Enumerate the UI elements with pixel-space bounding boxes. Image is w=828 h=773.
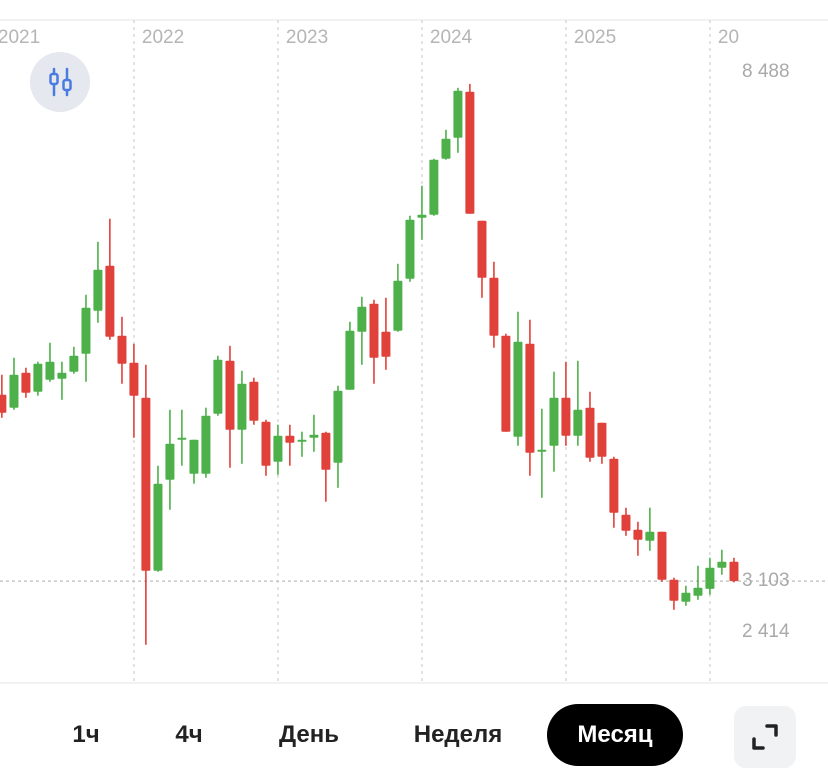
candle-body <box>729 561 739 582</box>
x-tick-label: 2024 <box>430 27 473 48</box>
candle-body <box>237 383 247 430</box>
candle-body <box>705 567 715 589</box>
candle-body <box>357 306 367 332</box>
x-tick-label: 2025 <box>574 27 616 48</box>
candle-body <box>345 330 355 390</box>
candle-body <box>465 91 475 214</box>
indicators-icon <box>49 67 72 97</box>
candle-body <box>441 138 451 159</box>
candle-body <box>129 362 139 396</box>
candle-body <box>525 343 535 453</box>
timeframe-button[interactable]: День <box>279 721 339 748</box>
x-tick-label: 20 <box>718 27 739 48</box>
candle-body <box>693 587 703 596</box>
y-tick-label: 8 488 <box>742 61 790 82</box>
timeframe-button[interactable]: Неделя <box>413 721 503 748</box>
candle-body <box>501 335 511 432</box>
x-tick-label: 2022 <box>142 27 184 48</box>
candle-body <box>249 381 259 421</box>
candle-body <box>321 432 331 470</box>
candle-body <box>477 220 487 278</box>
candle-body <box>225 360 235 430</box>
indicators-button[interactable] <box>30 52 90 112</box>
candle-body <box>573 409 583 436</box>
candle-body <box>189 439 199 474</box>
candle-body <box>549 397 559 446</box>
candle-body <box>513 341 523 437</box>
candle-body <box>21 372 31 393</box>
candle-body <box>273 435 283 462</box>
candle-body <box>213 359 223 414</box>
expand-icon <box>752 724 778 750</box>
candle-body <box>285 435 295 443</box>
candle-body <box>681 592 691 602</box>
candle-body <box>597 422 607 457</box>
expand-button[interactable] <box>734 706 796 768</box>
x-tick-label: 2021 <box>0 27 40 48</box>
candle-body <box>633 529 643 540</box>
candle-body <box>33 363 43 392</box>
candle-body <box>369 303 379 358</box>
candle-body <box>261 421 271 466</box>
candle-body <box>117 335 127 364</box>
candle-body <box>69 355 79 372</box>
candle-body <box>717 561 727 568</box>
candle-body <box>45 361 55 380</box>
candle-body <box>489 277 499 336</box>
candle-body <box>0 394 7 413</box>
candle-body <box>297 439 307 442</box>
candle-body <box>453 90 463 138</box>
candle-body <box>657 531 667 580</box>
candle-body <box>141 397 151 571</box>
candle-body <box>609 458 619 513</box>
candle-body <box>333 390 343 463</box>
candle-body <box>165 443 175 480</box>
candle-body <box>537 449 547 452</box>
timeframe-bar: 1ч 4ч День Неделя Месяц <box>0 684 828 773</box>
candle-body <box>57 372 67 379</box>
candle-body <box>309 434 319 438</box>
candle-body <box>621 514 631 531</box>
candle-body <box>93 269 103 311</box>
candle-body <box>9 374 19 408</box>
timeframe-button[interactable]: 4ч <box>175 721 203 748</box>
timeframe-button[interactable]: 1ч <box>72 721 100 748</box>
timeframe-button[interactable]: Месяц <box>547 704 683 766</box>
x-tick-label: 2023 <box>286 27 328 48</box>
candle-body <box>105 265 115 337</box>
candle-body <box>585 407 595 458</box>
last-price-label: 3 103 <box>742 570 790 591</box>
candle-body <box>429 159 439 215</box>
candle-body <box>201 415 211 474</box>
y-tick-label: 2 414 <box>742 621 790 642</box>
candle-body <box>417 214 427 218</box>
candle-body <box>153 483 163 571</box>
candle-body <box>645 531 655 541</box>
candle-body <box>561 397 571 436</box>
candle-body <box>393 280 403 331</box>
candle-body <box>177 437 187 440</box>
candle-body <box>669 579 679 601</box>
candle-body <box>405 219 415 279</box>
candle-body <box>81 307 91 354</box>
candle-body <box>381 331 391 357</box>
chart: 2021 2022 2023 2024 2025 208 488 2 414 3 103 <box>0 19 828 684</box>
